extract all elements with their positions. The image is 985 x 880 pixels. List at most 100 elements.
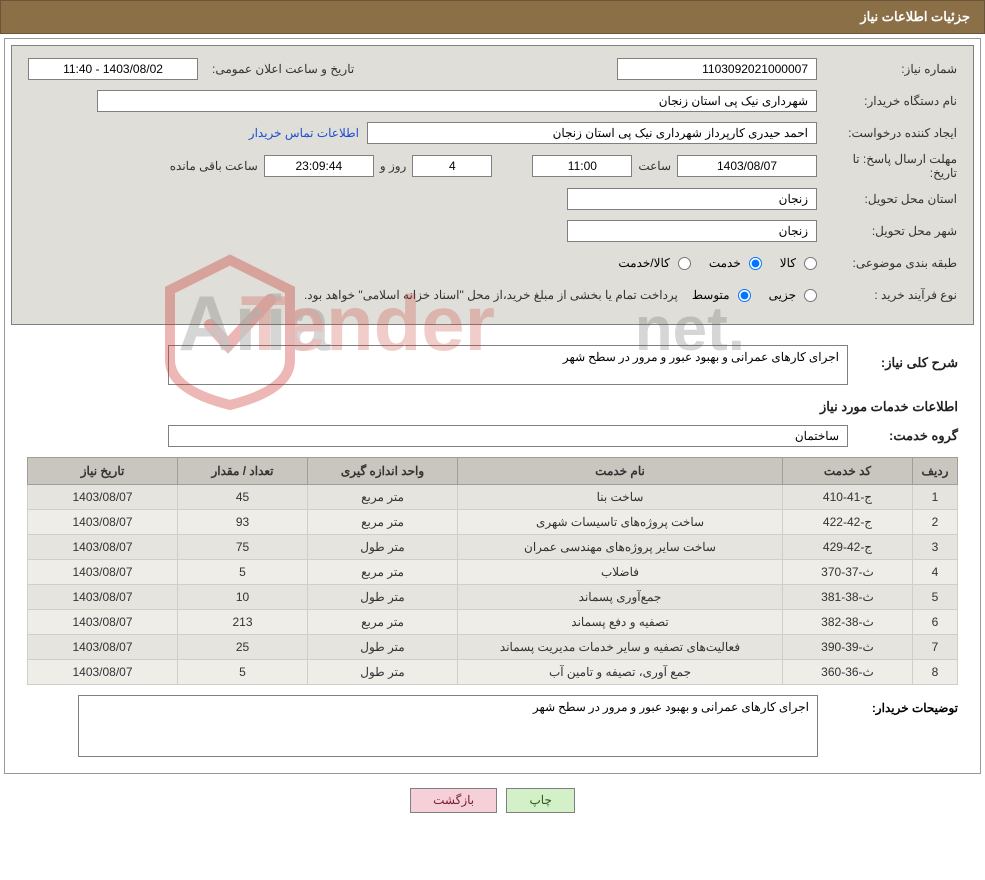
table-row: 7ث-39-390فعالیت‌های تصفیه و سایر خدمات م… — [28, 635, 958, 660]
cell-code: ث-39-390 — [783, 635, 913, 660]
th-unit: واحد اندازه گیری — [308, 458, 458, 485]
purchase-radio-group: جزیی متوسط — [692, 288, 817, 302]
countdown-timer: 23:09:44 — [264, 155, 374, 177]
cell-code: ج-41-410 — [783, 485, 913, 510]
radio-medium[interactable]: متوسط — [692, 288, 751, 302]
services-section-title: اطلاعات خدمات مورد نیاز — [27, 399, 958, 415]
province-value: زنجان — [567, 188, 817, 210]
table-row: 8ث-36-360جمع آوری، تصیفه و تامین آبمتر ط… — [28, 660, 958, 685]
cell-unit: متر مربع — [308, 610, 458, 635]
services-table: ردیف کد خدمت نام خدمت واحد اندازه گیری ت… — [27, 457, 958, 685]
remaining-label: ساعت باقی مانده — [170, 159, 258, 173]
buyer-contact-link[interactable]: اطلاعات تماس خریدار — [249, 126, 359, 140]
time-label: ساعت — [638, 159, 671, 173]
cell-name: جمع‌آوری پسماند — [458, 585, 783, 610]
topic-radio-group: کالا خدمت کالا/خدمت — [618, 256, 817, 270]
cell-qty: 25 — [178, 635, 308, 660]
cell-name: ساخت سایر پروژه‌های مهندسی عمران — [458, 535, 783, 560]
cell-code: ث-38-381 — [783, 585, 913, 610]
cell-idx: 8 — [913, 660, 958, 685]
panel-title: جزئیات اطلاعات نیاز — [0, 0, 985, 34]
footer-buttons: چاپ بازگشت — [0, 778, 985, 823]
radio-service-label: خدمت — [709, 256, 741, 270]
deadline-time: 11:00 — [532, 155, 632, 177]
radio-goods-label: کالا — [780, 256, 796, 270]
cell-code: ج-42-422 — [783, 510, 913, 535]
cell-qty: 5 — [178, 660, 308, 685]
cell-date: 1403/08/07 — [28, 660, 178, 685]
cell-code: ث-38-382 — [783, 610, 913, 635]
overview-label: شرح کلی نیاز: — [848, 355, 958, 371]
cell-date: 1403/08/07 — [28, 585, 178, 610]
cell-qty: 75 — [178, 535, 308, 560]
cell-idx: 4 — [913, 560, 958, 585]
radio-minor-label: جزیی — [769, 288, 796, 302]
deadline-date: 1403/08/07 — [677, 155, 817, 177]
radio-service[interactable]: خدمت — [709, 256, 762, 270]
cell-qty: 93 — [178, 510, 308, 535]
cell-date: 1403/08/07 — [28, 560, 178, 585]
cell-unit: متر طول — [308, 585, 458, 610]
table-row: 4ث-37-370فاضلابمتر مربع51403/08/07 — [28, 560, 958, 585]
province-label: استان محل تحویل: — [817, 192, 957, 206]
cell-qty: 213 — [178, 610, 308, 635]
table-row: 2ج-42-422ساخت پروژه‌های تاسیسات شهریمتر … — [28, 510, 958, 535]
cell-qty: 45 — [178, 485, 308, 510]
cell-unit: متر مربع — [308, 485, 458, 510]
cell-name: فعالیت‌های تصفیه و سایر خدمات مدیریت پسم… — [458, 635, 783, 660]
service-group-value: ساختمان — [168, 425, 848, 447]
form-panel: شماره نیاز: 1103092021000007 تاریخ و ساع… — [11, 45, 974, 325]
city-value: زنجان — [567, 220, 817, 242]
cell-date: 1403/08/07 — [28, 610, 178, 635]
cell-unit: متر طول — [308, 535, 458, 560]
cell-idx: 3 — [913, 535, 958, 560]
th-code: کد خدمت — [783, 458, 913, 485]
overview-section: شرح کلی نیاز: اطلاعات خدمات مورد نیاز گر… — [11, 329, 974, 767]
table-row: 6ث-38-382تصفیه و دفع پسماندمتر مربع21314… — [28, 610, 958, 635]
cell-idx: 7 — [913, 635, 958, 660]
print-button[interactable]: چاپ — [506, 788, 574, 813]
announce-value: 1403/08/02 - 11:40 — [28, 58, 198, 80]
need-number-label: شماره نیاز: — [817, 62, 957, 76]
cell-name: ساخت پروژه‌های تاسیسات شهری — [458, 510, 783, 535]
cell-idx: 5 — [913, 585, 958, 610]
cell-idx: 1 — [913, 485, 958, 510]
cell-name: فاضلاب — [458, 560, 783, 585]
requester-label: ایجاد کننده درخواست: — [817, 126, 957, 140]
cell-qty: 5 — [178, 560, 308, 585]
back-button[interactable]: بازگشت — [410, 788, 497, 813]
cell-idx: 6 — [913, 610, 958, 635]
cell-name: جمع آوری، تصیفه و تامین آب — [458, 660, 783, 685]
radio-both[interactable]: کالا/خدمت — [618, 256, 690, 270]
main-panel: شماره نیاز: 1103092021000007 تاریخ و ساع… — [4, 38, 981, 774]
need-number-value: 1103092021000007 — [617, 58, 817, 80]
announce-label: تاریخ و ساعت اعلان عمومی: — [204, 62, 354, 76]
buyer-org-label: نام دستگاه خریدار: — [817, 94, 957, 108]
topic-class-label: طبقه بندی موضوعی: — [817, 256, 957, 270]
radio-medium-label: متوسط — [692, 288, 730, 302]
cell-code: ث-36-360 — [783, 660, 913, 685]
payment-note: پرداخت تمام یا بخشی از مبلغ خرید،از محل … — [304, 288, 678, 302]
cell-date: 1403/08/07 — [28, 485, 178, 510]
radio-both-label: کالا/خدمت — [618, 256, 669, 270]
cell-date: 1403/08/07 — [28, 510, 178, 535]
radio-minor[interactable]: جزیی — [769, 288, 817, 302]
table-row: 5ث-38-381جمع‌آوری پسماندمتر طول101403/08… — [28, 585, 958, 610]
cell-date: 1403/08/07 — [28, 635, 178, 660]
table-row: 3ج-42-429ساخت سایر پروژه‌های مهندسی عمرا… — [28, 535, 958, 560]
city-label: شهر محل تحویل: — [817, 224, 957, 238]
deadline-label: مهلت ارسال پاسخ: تا تاریخ: — [817, 152, 957, 180]
cell-date: 1403/08/07 — [28, 535, 178, 560]
requester-value: احمد حیدری کارپرداز شهرداری نیک پی استان… — [367, 122, 817, 144]
days-label: روز و — [380, 159, 407, 173]
cell-qty: 10 — [178, 585, 308, 610]
purchase-type-label: نوع فرآیند خرید : — [817, 288, 957, 302]
radio-goods[interactable]: کالا — [780, 256, 817, 270]
buyer-notes-text — [78, 695, 818, 757]
cell-unit: متر مربع — [308, 510, 458, 535]
cell-unit: متر طول — [308, 660, 458, 685]
cell-idx: 2 — [913, 510, 958, 535]
table-row: 1ج-41-410ساخت بنامتر مربع451403/08/07 — [28, 485, 958, 510]
th-qty: تعداد / مقدار — [178, 458, 308, 485]
buyer-org-value: شهرداری نیک پی استان زنجان — [97, 90, 817, 112]
